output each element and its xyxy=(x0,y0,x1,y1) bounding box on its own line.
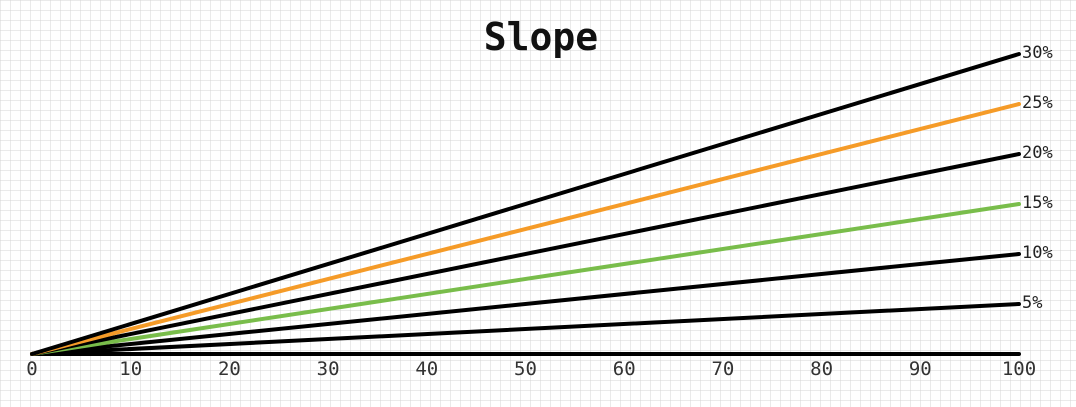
series-label-20pct: 20% xyxy=(1022,143,1053,163)
x-tick-label: 60 xyxy=(613,358,636,380)
series-line-15pct xyxy=(30,202,1021,356)
x-tick-label: 30 xyxy=(317,358,340,380)
series-line-30pct xyxy=(30,52,1021,356)
x-tick-label: 80 xyxy=(810,358,833,380)
series-layer xyxy=(30,52,1021,356)
chart-title: Slope xyxy=(484,15,598,59)
series-label-layer: 5% 10% 15% 20% 25% 30% xyxy=(1022,43,1053,313)
x-tick-label: 100 xyxy=(1002,358,1036,380)
series-label-15pct: 15% xyxy=(1022,193,1053,213)
x-tick-label: 90 xyxy=(909,358,932,380)
x-tick-label: 10 xyxy=(119,358,142,380)
series-label-10pct: 10% xyxy=(1022,243,1053,263)
series-label-5pct: 5% xyxy=(1022,293,1042,313)
series-label-30pct: 30% xyxy=(1022,43,1053,63)
x-tick-label: 20 xyxy=(218,358,241,380)
series-line-5pct xyxy=(30,302,1021,356)
series-label-25pct: 25% xyxy=(1022,93,1053,113)
series-line-10pct xyxy=(30,252,1021,356)
series-line-25pct xyxy=(30,102,1021,356)
series-line-20pct xyxy=(30,152,1021,356)
x-tick-label: 0 xyxy=(26,358,37,380)
x-tick-label: 50 xyxy=(514,358,537,380)
x-tick-label: 70 xyxy=(711,358,734,380)
x-tick-layer: 0 10 20 30 40 50 60 70 80 90 100 xyxy=(26,358,1036,380)
x-tick-label: 40 xyxy=(415,358,438,380)
